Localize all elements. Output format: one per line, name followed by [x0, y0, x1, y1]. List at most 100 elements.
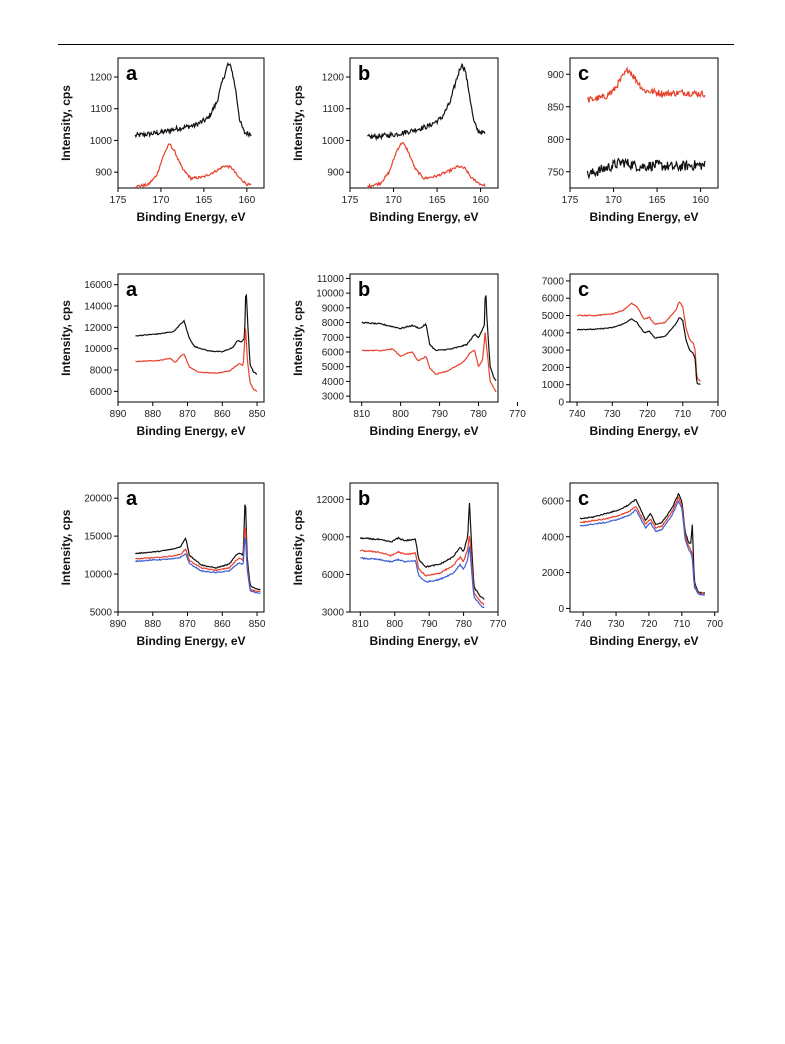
x-tick-label: 160: [472, 195, 489, 206]
x-tick-label: 810: [353, 409, 370, 420]
y-tick-label: 10000: [84, 570, 112, 581]
x-tick-label: 810: [352, 619, 369, 630]
panel-label: b: [358, 63, 370, 85]
y-tick-label: 10000: [84, 344, 112, 355]
x-tick-label: 700: [710, 409, 727, 420]
y-tick-label: 900: [95, 168, 112, 179]
x-tick-label: 790: [421, 619, 438, 630]
series-line-red: [361, 332, 497, 393]
chart-panel-7: 810 800 790 780 770 3000 6000 9000 12000 Binding …: [291, 482, 507, 648]
x-tick-label: 860: [214, 619, 231, 630]
panel-label: a: [126, 63, 138, 85]
y-tick-label: 0: [558, 604, 564, 615]
y-tick-label: 2000: [542, 363, 565, 374]
x-tick-label: 880: [144, 409, 161, 420]
plot-frame: [349, 482, 499, 613]
y-tick-label: 900: [327, 168, 344, 179]
plot-frame: [117, 57, 265, 189]
plot-frame: [349, 273, 499, 403]
y-tick-label: 5000: [90, 608, 113, 619]
series-line-red: [135, 328, 258, 392]
x-axis-label: Binding Energy, eV: [369, 424, 478, 438]
y-tick-label: 4000: [322, 377, 345, 388]
x-axis-label: Binding Energy, eV: [589, 210, 698, 224]
series-line-red: [135, 143, 252, 188]
series-line-blue: [135, 537, 261, 594]
x-axis-label: Binding Energy, eV: [589, 634, 698, 648]
panel-label: c: [578, 63, 589, 85]
x-tick-label: 700: [706, 619, 723, 630]
panel-label: a: [126, 279, 138, 301]
series-line-black: [576, 317, 701, 386]
x-axis-label: Binding Energy, eV: [136, 210, 245, 224]
x-tick-label: 165: [429, 195, 446, 206]
y-tick-label: 6000: [542, 294, 565, 305]
y-tick-label: 800: [547, 135, 564, 146]
series-line-black: [359, 502, 485, 600]
y-tick-label: 12000: [316, 495, 344, 506]
plot-frame: [569, 482, 719, 613]
x-tick-label: 850: [249, 619, 266, 630]
y-tick-label: 11000: [317, 274, 345, 285]
x-tick-label: 890: [110, 619, 127, 630]
y-axis-label: Intensity, cps: [291, 509, 305, 585]
series-line-blue: [360, 546, 485, 609]
x-axis-label: Binding Energy, eV: [369, 634, 478, 648]
panel-label: c: [578, 488, 589, 510]
x-axis-label: Binding Energy, eV: [589, 424, 698, 438]
x-tick-label: 870: [179, 409, 196, 420]
series-line-red: [576, 301, 701, 382]
x-tick-label: 890: [110, 409, 127, 420]
chart-panel-2: 175 170 165 160 750 800 850 900 Binding Energy, …: [547, 57, 719, 224]
series-line-black: [361, 295, 497, 382]
x-tick-label: 165: [649, 195, 666, 206]
chart-panel-3: 890 880 870 860 850 6000 8000 10000 12000 14000 16…: [59, 273, 266, 438]
y-axis-label: Intensity, cps: [291, 85, 305, 161]
x-tick-label: 165: [196, 195, 213, 206]
y-tick-label: 9000: [322, 303, 345, 314]
y-tick-label: 4000: [542, 532, 565, 543]
y-axis-label: Intensity, cps: [59, 85, 73, 161]
x-tick-label: 720: [641, 619, 658, 630]
series-line-red: [586, 65, 706, 103]
y-tick-label: 20000: [84, 494, 112, 505]
y-tick-label: 16000: [84, 280, 112, 291]
x-tick-label: 710: [673, 619, 690, 630]
y-tick-label: 1200: [90, 73, 113, 84]
x-tick-label: 790: [431, 409, 448, 420]
x-tick-label: 730: [604, 409, 621, 420]
chart-panel-1: 175 170 165 160 900 1000 1100 1200 Binding Energ…: [291, 57, 499, 224]
y-tick-label: 3000: [542, 346, 565, 357]
series-line-black: [134, 61, 252, 139]
x-tick-label: 175: [342, 195, 359, 206]
x-axis-label: Binding Energy, eV: [369, 210, 478, 224]
x-tick-label: 770: [509, 409, 526, 420]
plot-frame: [349, 57, 499, 189]
x-tick-label: 740: [575, 619, 592, 630]
x-tick-label: 800: [392, 409, 409, 420]
y-tick-label: 1000: [322, 136, 345, 147]
y-tick-label: 1100: [322, 104, 344, 115]
x-tick-label: 170: [605, 195, 622, 206]
x-tick-label: 860: [214, 409, 231, 420]
y-tick-label: 5000: [542, 311, 565, 322]
x-tick-label: 780: [455, 619, 472, 630]
x-axis-label: Binding Energy, eV: [136, 424, 245, 438]
y-tick-label: 8000: [90, 366, 113, 377]
y-tick-label: 1100: [90, 104, 112, 115]
y-tick-label: 1000: [90, 136, 113, 147]
x-tick-label: 740: [569, 409, 586, 420]
series-line-red: [135, 527, 261, 593]
chart-panel-8: 740 730 720 710 700 0 2000 4000 6000 Binding Ener…: [542, 482, 723, 648]
x-tick-label: 730: [608, 619, 625, 630]
panel-label: a: [126, 488, 138, 510]
y-tick-label: 12000: [84, 323, 112, 334]
series-line-black: [135, 504, 261, 591]
y-tick-label: 9000: [322, 532, 345, 543]
x-tick-label: 770: [490, 619, 507, 630]
x-tick-label: 710: [674, 409, 691, 420]
header-rule: [58, 44, 734, 45]
chart-panel-0: 175 170 165 160 900 1000 1100 1200 Binding Energ…: [59, 57, 265, 224]
y-tick-label: 900: [547, 70, 564, 81]
